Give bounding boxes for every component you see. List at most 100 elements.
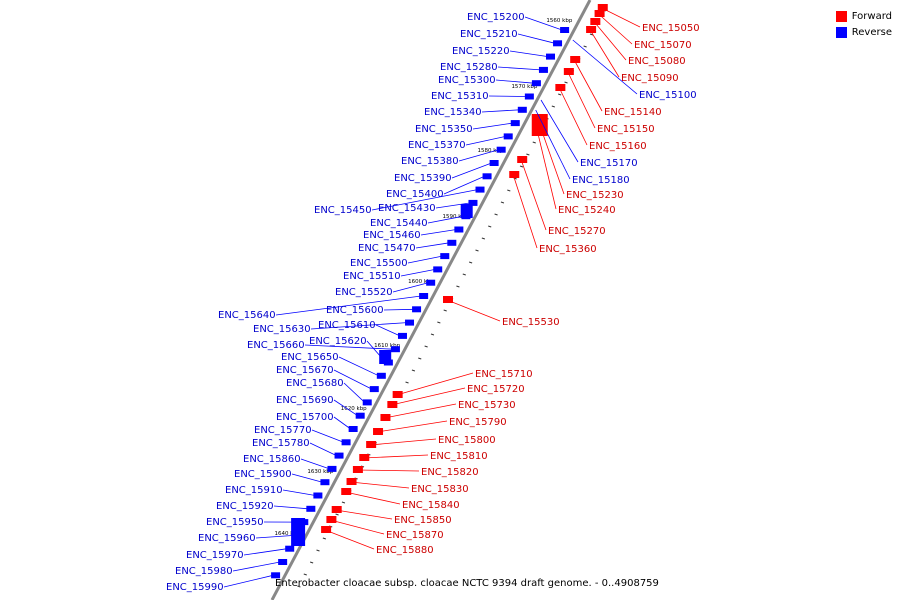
reverse-leader-line — [339, 357, 379, 376]
forward-gene-arrow — [443, 296, 453, 303]
minor-tick — [463, 274, 466, 275]
reverse-leader-line — [344, 383, 365, 402]
reverse-leader-line — [421, 230, 456, 236]
reverse-gene-arrow — [525, 94, 534, 100]
minor-tick — [437, 322, 440, 323]
forward-leader-line — [521, 160, 546, 230]
reverse-gene-arrow — [419, 293, 428, 299]
reverse-gene-arrow — [377, 373, 386, 379]
reverse-gene-arrow — [278, 559, 287, 565]
reverse-gene-arrow — [433, 266, 442, 272]
reverse-gene-arrow — [454, 227, 463, 233]
forward-gene-arrow — [366, 441, 376, 448]
forward-gene-label: ENC_15530 — [502, 317, 560, 328]
forward-gene-label: ENC_15820 — [421, 467, 479, 478]
forward-leader-line — [345, 492, 400, 504]
reverse-gene-arrow — [306, 506, 315, 512]
forward-leader-line — [590, 30, 619, 77]
forward-leader-line — [559, 88, 587, 145]
forward-gene-arrow — [598, 4, 608, 11]
reverse-gene-label: ENC_15600 — [326, 305, 384, 316]
reverse-gene-arrow — [363, 399, 372, 405]
reverse-gene-arrow — [504, 133, 513, 139]
reverse-gene-arrow — [342, 439, 351, 445]
reverse-gene-label: ENC_15220 — [452, 46, 510, 57]
reverse-gene-arrow — [412, 306, 421, 312]
reverse-gene-label: ENC_15310 — [431, 91, 489, 102]
forward-leader-line — [357, 470, 419, 471]
minor-tick — [304, 574, 307, 575]
reverse-gene-label: ENC_15700 — [276, 412, 334, 423]
minor-tick — [323, 538, 326, 539]
forward-gene-arrow — [586, 26, 596, 33]
reverse-gene-label: ENC_15340 — [424, 107, 482, 118]
reverse-leader-line — [384, 309, 414, 310]
reverse-leader-line — [518, 34, 555, 43]
reverse-gene-arrow — [497, 147, 506, 153]
reverse-gene-label: ENC_15630 — [253, 324, 311, 335]
reverse-gene-label: ENC_15440 — [370, 218, 428, 229]
minor-tick — [558, 94, 561, 95]
reverse-gene-label: ENC_15450 — [314, 205, 372, 216]
legend-forward-label: Forward — [852, 11, 892, 22]
reverse-gene-label: ENC_15460 — [363, 230, 421, 241]
reverse-gene-label: ENC_15100 — [639, 90, 697, 101]
forward-gene-arrow — [509, 171, 519, 178]
minor-tick — [310, 562, 313, 563]
minor-tick — [431, 334, 434, 335]
minor-tick — [507, 190, 510, 191]
reverse-gene-label: ENC_15860 — [243, 454, 301, 465]
reverse-gene-arrow — [405, 320, 414, 326]
reverse-leader-line — [401, 269, 435, 276]
reverse-gene-label: ENC_15350 — [415, 124, 473, 135]
forward-gene-arrow — [359, 454, 369, 461]
minor-tick — [469, 262, 472, 263]
minor-tick — [520, 166, 523, 167]
reverse-gene-arrow — [327, 466, 336, 472]
reverse-leader-line — [301, 459, 329, 469]
reverse-leader-line — [496, 80, 534, 83]
reverse-gene-arrow — [426, 280, 435, 286]
reverse-gene-arrow — [398, 333, 407, 339]
forward-gene-arrow — [326, 516, 336, 523]
legend-reverse-label: Reverse — [852, 27, 892, 38]
minor-tick — [501, 202, 504, 203]
forward-leader-line — [351, 482, 409, 488]
forward-gene-label: ENC_15790 — [449, 417, 507, 428]
reverse-leader-line — [408, 256, 442, 263]
forward-gene-label: ENC_15240 — [558, 205, 616, 216]
forward-leader-line — [447, 300, 500, 321]
forward-leader-line — [574, 60, 602, 111]
minor-tick — [317, 550, 320, 551]
forward-gene-arrow — [321, 526, 331, 533]
reverse-gene-block — [461, 204, 473, 218]
reverse-gene-label: ENC_15170 — [580, 158, 638, 169]
reverse-gene-label: ENC_15300 — [438, 75, 496, 86]
reverse-gene-label: ENC_15610 — [318, 320, 376, 331]
reverse-gene-arrow — [532, 80, 541, 86]
reverse-gene-arrow — [560, 27, 569, 33]
reverse-leader-line — [244, 549, 287, 555]
reverse-gene-arrow — [539, 67, 548, 73]
forward-gene-arrow — [353, 466, 363, 473]
reverse-gene-arrow — [483, 173, 492, 179]
reverse-leader-line — [473, 123, 513, 129]
forward-gene-label: ENC_15880 — [376, 545, 434, 556]
reverse-gene-label: ENC_15920 — [216, 501, 274, 512]
reverse-gene-label: ENC_15770 — [254, 425, 312, 436]
forward-gene-label: ENC_15160 — [589, 141, 647, 152]
reverse-gene-label: ENC_15510 — [343, 271, 401, 282]
forward-gene-label: ENC_15710 — [475, 369, 533, 380]
reverse-gene-label: ENC_15400 — [386, 189, 444, 200]
forward-gene-label: ENC_15800 — [438, 435, 496, 446]
forward-gene-label: ENC_15830 — [411, 484, 469, 495]
reverse-gene-arrow — [440, 253, 449, 259]
minor-tick — [406, 382, 409, 383]
reverse-leader-line — [416, 243, 449, 248]
reverse-gene-label: ENC_15370 — [408, 140, 466, 151]
forward-leader-line — [377, 421, 447, 432]
reverse-gene-arrow — [370, 386, 379, 392]
forward-gene-arrow — [341, 488, 351, 495]
minor-tick — [444, 310, 447, 311]
